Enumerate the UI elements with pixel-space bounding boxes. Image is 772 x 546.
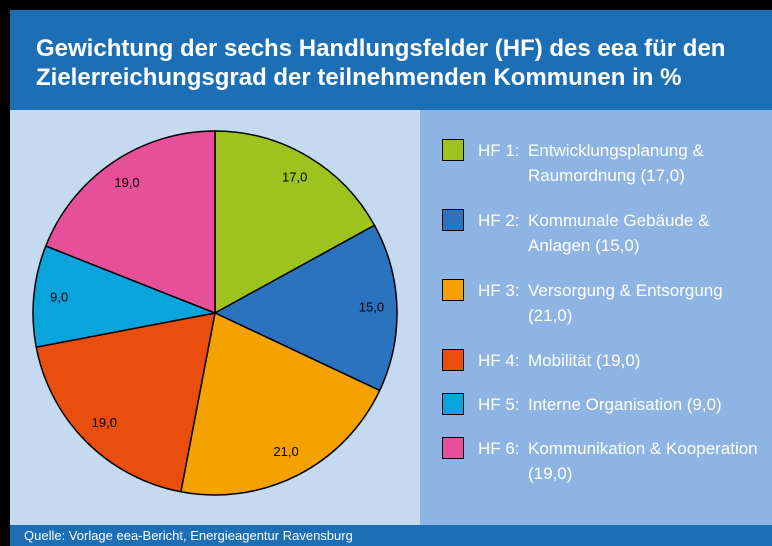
legend-text: Kommunale Gebäude & Anlagen (15,0) (528, 211, 710, 255)
legend-entry: HF 6: Kommunikation & Kooperation (19,0) (442, 436, 767, 506)
legend-swatch (442, 349, 464, 371)
pie-slice (44, 130, 216, 315)
legend-swatch (442, 209, 464, 231)
legend-entry: HF 5: Interne Organisation (9,0) (442, 392, 767, 436)
legend-text: Interne Organisation (9,0) (528, 395, 722, 414)
pie-slice (213, 224, 398, 392)
legend-text: Entwicklungsplanung & Raumordnung (17,0) (528, 141, 704, 185)
legend-swatch (442, 393, 464, 415)
pie-slice (180, 311, 381, 496)
legend-label: HF 5: (478, 395, 520, 414)
data-label: 17,0 (282, 170, 307, 185)
data-label: 9,0 (50, 290, 68, 305)
data-label: 19,0 (114, 175, 139, 190)
legend-text: Kommunikation & Kooperation (19,0) (528, 439, 758, 483)
data-label: 19,0 (92, 415, 117, 430)
legend-swatch (442, 437, 464, 459)
chart-title: Gewichtung der sechs Handlungsfelder (HF… (10, 10, 772, 110)
legend-entry: HF 4: Mobilität (19,0) (442, 348, 767, 392)
data-label: 15,0 (359, 300, 384, 315)
legend-swatch (442, 279, 464, 301)
data-label: 21,0 (273, 444, 298, 459)
legend-panel (420, 110, 772, 525)
legend-label: HF 4: (478, 351, 520, 370)
source-note: Quelle: Vorlage eea-Bericht, Energieagen… (10, 525, 772, 546)
legend-label: HF 1: (478, 141, 520, 160)
legend-text: Versorgung & Entsorgung (21,0) (528, 281, 723, 325)
pie-slice (32, 245, 218, 348)
legend-label: HF 3: (478, 281, 520, 300)
legend-entry: HF 1: Entwicklungsplanung & Raumordnung (… (442, 138, 767, 208)
legend-text: Mobilität (19,0) (528, 351, 641, 370)
legend-swatch (442, 139, 464, 161)
pie-slice (35, 312, 216, 493)
legend-entry: HF 2: Kommunale Gebäude & Anlagen (15,0) (442, 208, 767, 278)
legend-entry: HF 3: Versorgung & Entsorgung (21,0) (442, 278, 767, 348)
legend-label: HF 6: (478, 439, 520, 458)
pie-slice (214, 130, 376, 315)
legend-label: HF 2: (478, 211, 520, 230)
legend: HF 1: Entwicklungsplanung & Raumordnung (… (442, 138, 767, 506)
